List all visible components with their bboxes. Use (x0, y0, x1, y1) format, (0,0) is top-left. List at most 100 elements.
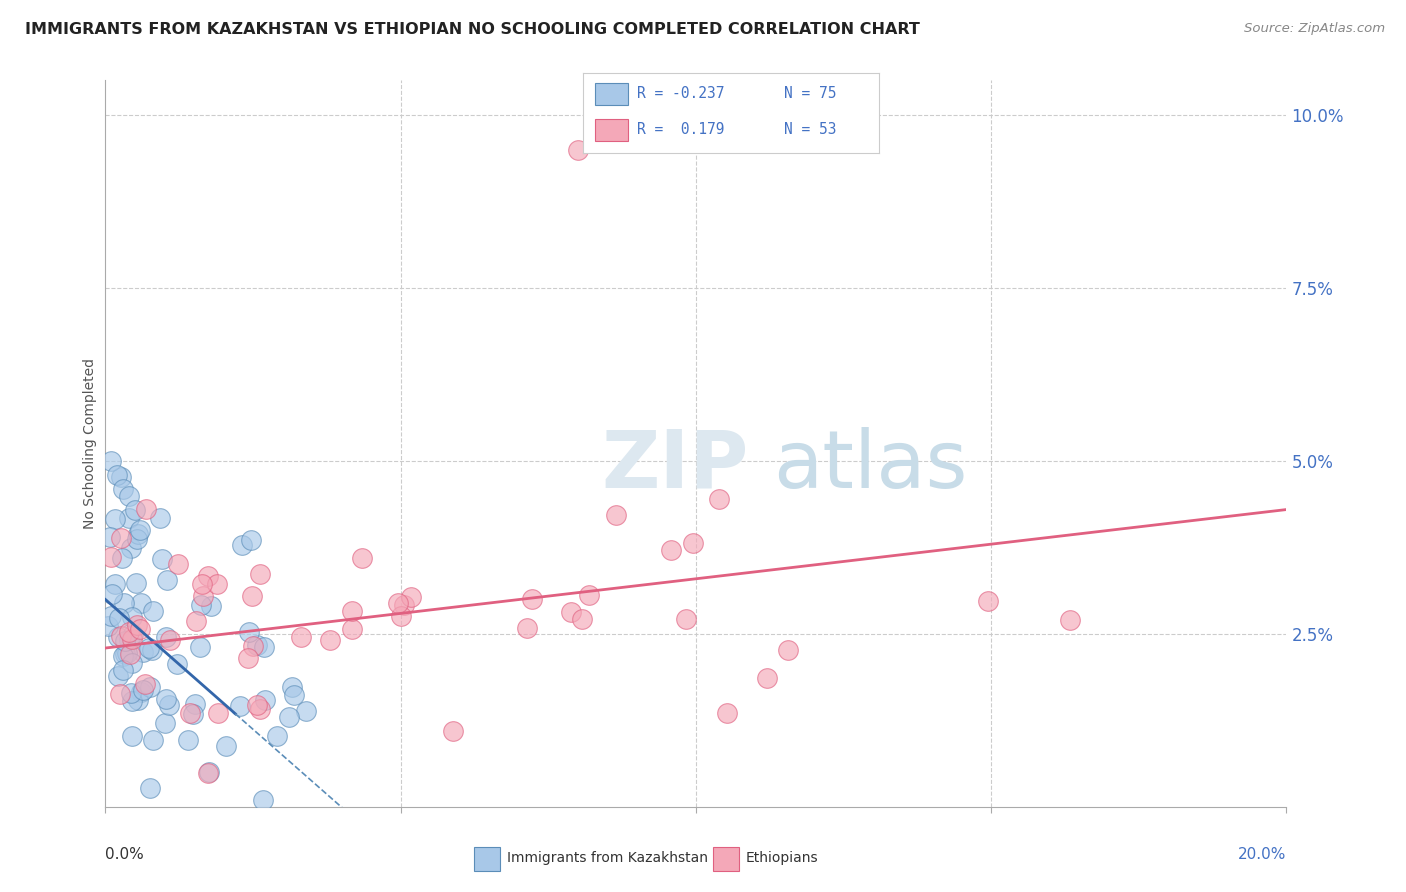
Point (240, 533, 263, 547)
Bar (474, 847, 501, 871)
Text: 0.0%: 0.0% (105, 847, 145, 863)
Point (118, 632, 141, 647)
Point (150, 551, 173, 566)
Point (107, 630, 129, 644)
Point (100, 549, 122, 564)
Point (394, 598, 416, 612)
Point (157, 698, 180, 712)
Point (159, 632, 181, 647)
Point (167, 557, 190, 571)
Point (135, 502, 157, 516)
Point (193, 590, 215, 604)
Point (318, 632, 340, 647)
Point (253, 640, 276, 654)
Point (184, 615, 207, 629)
Point (246, 698, 269, 712)
Point (707, 492, 730, 507)
Point (387, 596, 409, 610)
Point (117, 625, 139, 640)
Point (121, 656, 143, 670)
Point (118, 647, 141, 661)
Point (139, 780, 162, 795)
Point (166, 657, 188, 672)
Point (249, 567, 271, 582)
Text: R = -0.237: R = -0.237 (637, 87, 724, 101)
Point (236, 651, 259, 665)
Point (100, 609, 122, 624)
Point (121, 694, 143, 708)
Point (342, 604, 364, 618)
Point (229, 699, 252, 714)
Point (294, 704, 316, 718)
Point (118, 489, 141, 503)
Point (108, 687, 131, 701)
Point (110, 629, 132, 643)
Point (105, 467, 128, 482)
Point (441, 723, 464, 738)
Bar (595, 119, 627, 142)
Point (131, 682, 153, 697)
Point (778, 643, 800, 657)
Point (283, 688, 305, 702)
Point (139, 680, 162, 694)
Point (114, 634, 136, 648)
Point (266, 729, 288, 743)
Point (567, 143, 589, 157)
Point (389, 609, 412, 624)
Text: 20.0%: 20.0% (1239, 847, 1286, 863)
Point (129, 596, 152, 610)
Point (134, 677, 156, 691)
Bar (595, 83, 627, 105)
Point (112, 482, 135, 496)
Point (97, 619, 120, 633)
Point (231, 537, 253, 551)
Point (200, 599, 222, 613)
Point (755, 671, 778, 685)
Point (352, 550, 374, 565)
Point (242, 639, 264, 653)
Point (520, 591, 543, 606)
Point (120, 686, 142, 700)
Point (1059, 613, 1081, 627)
Point (125, 576, 148, 591)
Point (118, 511, 141, 525)
Point (142, 733, 165, 747)
Point (977, 594, 1000, 608)
Point (659, 543, 682, 558)
Point (121, 729, 143, 743)
Point (149, 510, 172, 524)
Point (184, 698, 207, 712)
Point (560, 605, 582, 619)
Point (121, 627, 143, 641)
Point (238, 625, 260, 640)
Point (100, 454, 122, 468)
Point (181, 707, 204, 722)
Point (112, 596, 135, 610)
Point (516, 622, 538, 636)
Point (675, 612, 697, 626)
Point (138, 641, 160, 656)
Point (190, 577, 212, 591)
Point (578, 589, 600, 603)
Point (111, 551, 134, 566)
Point (103, 512, 125, 526)
Text: ZIP: ZIP (602, 426, 749, 505)
Point (716, 706, 738, 721)
Point (127, 526, 149, 541)
Point (125, 532, 148, 546)
Point (215, 739, 238, 753)
Point (112, 663, 135, 677)
Point (240, 589, 263, 603)
Point (120, 541, 142, 555)
Point (129, 523, 152, 537)
Point (132, 645, 155, 659)
Point (399, 590, 422, 604)
Point (177, 733, 200, 747)
Point (127, 692, 149, 706)
Point (290, 630, 312, 644)
Point (179, 706, 201, 720)
Point (141, 642, 163, 657)
Text: R =  0.179: R = 0.179 (637, 122, 724, 137)
Point (129, 685, 152, 699)
Text: IMMIGRANTS FROM KAZAKHSTAN VS ETHIOPIAN NO SCHOOLING COMPLETED CORRELATION CHART: IMMIGRANTS FROM KAZAKHSTAN VS ETHIOPIAN … (25, 22, 920, 37)
